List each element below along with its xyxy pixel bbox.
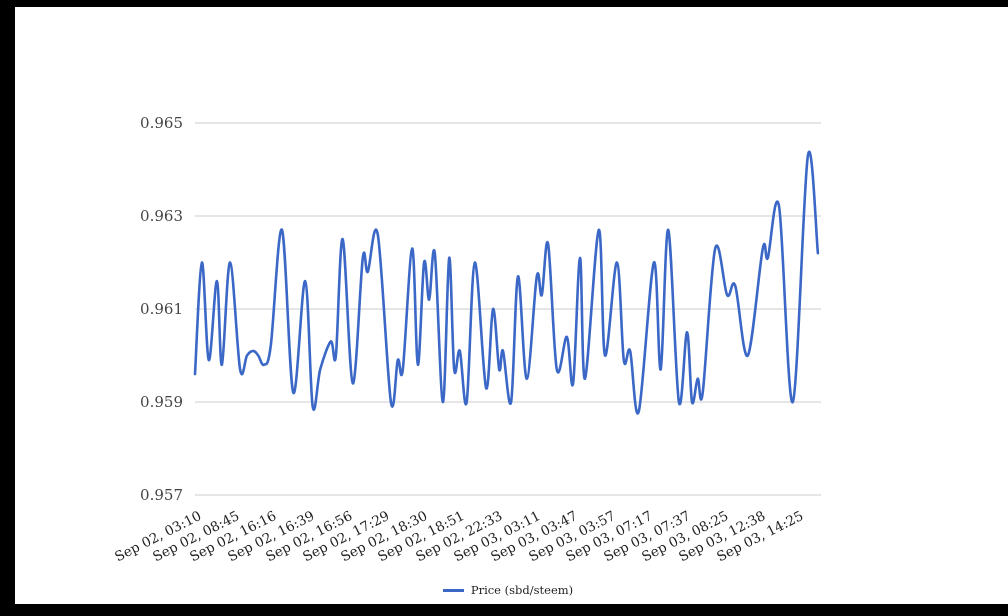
y-axis-tick-label: 0.957 [140, 486, 183, 504]
frame-border-bottom [0, 604, 1008, 616]
legend-label: Price (sbd/steem) [470, 583, 574, 597]
y-axis-tick-label: 0.961 [140, 300, 183, 318]
y-axis-tick-label: 0.963 [140, 207, 183, 225]
price-series-line [193, 150, 820, 415]
y-axis-tick-label: 0.959 [140, 393, 183, 411]
frame-border-top [0, 0, 1008, 7]
frame-border-left [0, 0, 15, 616]
y-axis-tick-label: 0.965 [140, 114, 183, 132]
legend: Price (sbd/steem) [195, 583, 821, 597]
legend-line-icon [442, 588, 464, 592]
